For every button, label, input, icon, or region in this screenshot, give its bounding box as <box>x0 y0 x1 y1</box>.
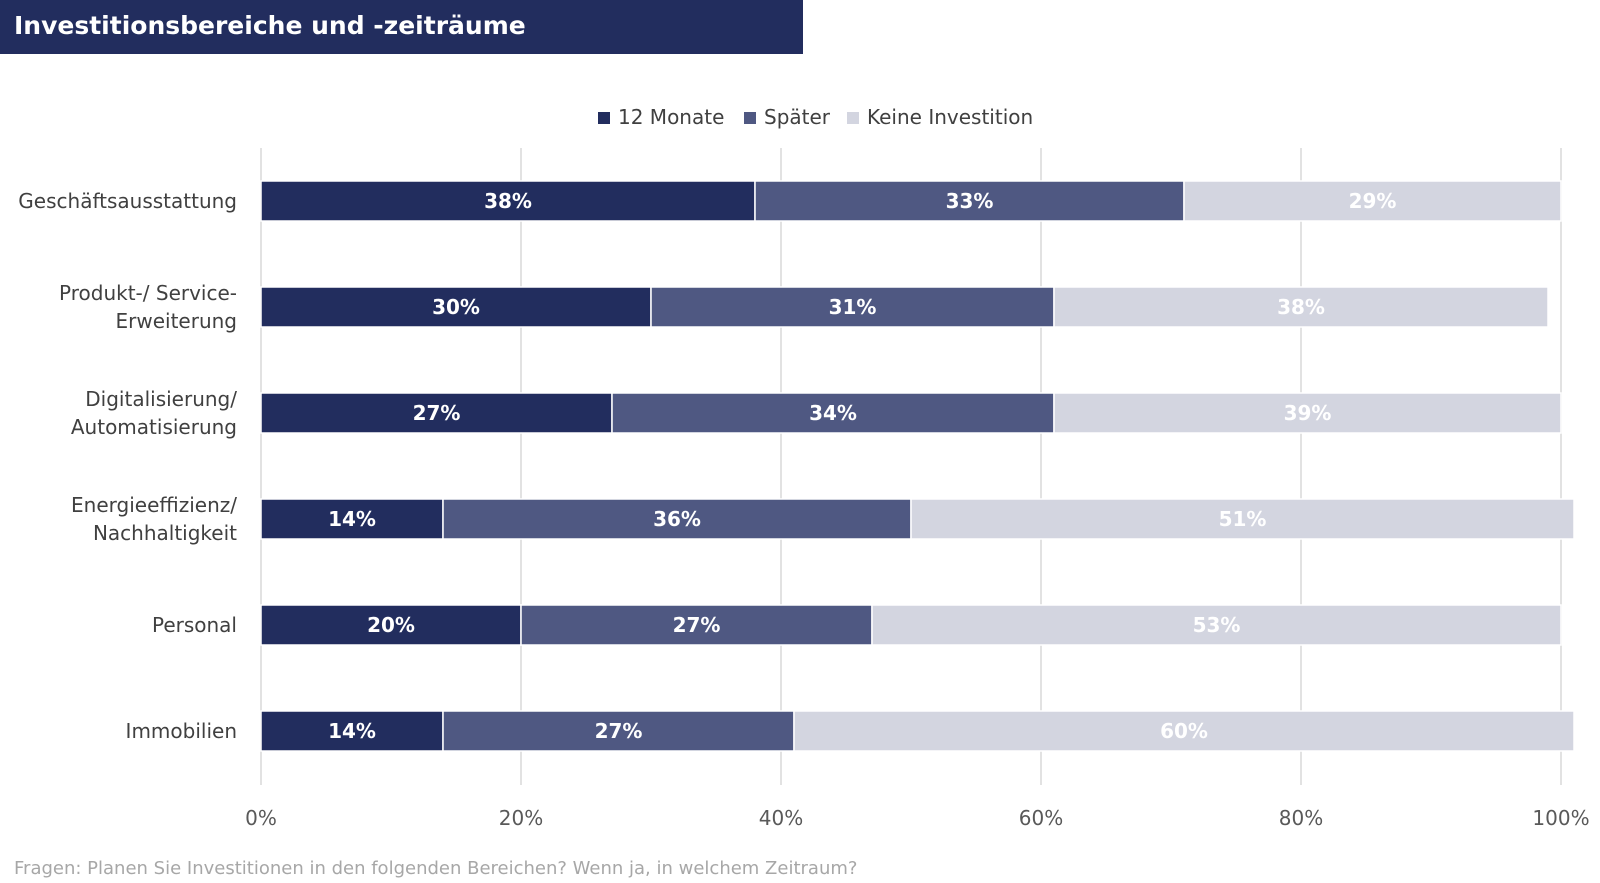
bar-segment <box>260 286 652 328</box>
x-tick-label: 0% <box>245 806 277 830</box>
bar-segment <box>260 604 522 646</box>
data-label: 39% <box>1284 401 1332 425</box>
bar-segment <box>793 710 1575 752</box>
data-label: 53% <box>1193 613 1241 637</box>
category-label: Geschäftsausstattung <box>18 189 237 213</box>
data-label: 31% <box>829 295 877 319</box>
data-label: 34% <box>809 401 857 425</box>
category-label: Automatisierung <box>71 415 237 439</box>
bar-segment <box>650 286 1055 328</box>
data-label: 27% <box>595 719 643 743</box>
grid-lines <box>260 148 1562 785</box>
data-label: 36% <box>653 507 701 531</box>
x-tick-label: 40% <box>759 806 803 830</box>
legend-swatch <box>847 112 859 124</box>
category-label: Erweiterung <box>116 309 238 333</box>
data-label: 38% <box>1277 295 1325 319</box>
legend-swatch <box>598 112 610 124</box>
data-label: 29% <box>1349 189 1397 213</box>
category-label: Personal <box>152 613 237 637</box>
x-tick-label: 100% <box>1532 806 1589 830</box>
bar-segment <box>1053 286 1549 328</box>
title-bar: Investitionsbereiche und -zeiträume <box>0 0 803 54</box>
legend-label: 12 Monate <box>618 105 724 129</box>
category-labels: Geschäftsausstattung Produkt-/ Service- Er… <box>18 189 237 743</box>
legend-label: Später <box>764 105 831 129</box>
bar-segment <box>442 710 795 752</box>
x-tick-label: 80% <box>1279 806 1323 830</box>
bar-segment <box>520 604 873 646</box>
category-label: Digitalisierung/ <box>85 387 237 411</box>
footnote: Fragen: Planen Sie Investitionen in den … <box>14 858 858 879</box>
category-label: Produkt-/ Service- <box>59 281 237 305</box>
bar-segment <box>871 604 1562 646</box>
bar-segment <box>260 392 613 434</box>
chart-title: Investitionsbereiche und -zeiträume <box>14 11 526 40</box>
bar-segment <box>260 180 756 222</box>
bar-segment <box>442 498 912 540</box>
bar-segment <box>260 498 444 540</box>
data-label: 30% <box>432 295 480 319</box>
data-label: 51% <box>1219 507 1267 531</box>
data-label: 20% <box>367 613 415 637</box>
bar-segment <box>260 710 444 752</box>
bar-segment <box>754 180 1185 222</box>
bar-segment <box>1053 392 1562 434</box>
category-label: Energieeffizienz/ <box>71 493 237 517</box>
x-tick-label: 20% <box>499 806 543 830</box>
data-label: 38% <box>484 189 532 213</box>
data-label: 27% <box>413 401 461 425</box>
bar-segment <box>910 498 1575 540</box>
data-label: 14% <box>328 719 376 743</box>
legend-swatch <box>744 112 756 124</box>
data-label: 14% <box>328 507 376 531</box>
data-label: 60% <box>1160 719 1208 743</box>
x-axis-ticks: 0% 20% 40% 60% 80% 100% <box>245 806 1589 830</box>
legend: 12 Monate Später Keine Investition <box>598 105 1033 129</box>
bars <box>260 180 1575 752</box>
data-label: 33% <box>946 189 994 213</box>
category-label: Nachhaltigkeit <box>93 521 237 545</box>
legend-label: Keine Investition <box>867 105 1033 129</box>
x-tick-label: 60% <box>1019 806 1063 830</box>
bar-segment <box>1183 180 1562 222</box>
data-label: 27% <box>673 613 721 637</box>
bar-labels: 38% 33% 29% 30% 31% 38% 27% 34% 39% 14% 36% 51% 20% 2… <box>328 189 1396 743</box>
category-label: Immobilien <box>126 719 237 743</box>
